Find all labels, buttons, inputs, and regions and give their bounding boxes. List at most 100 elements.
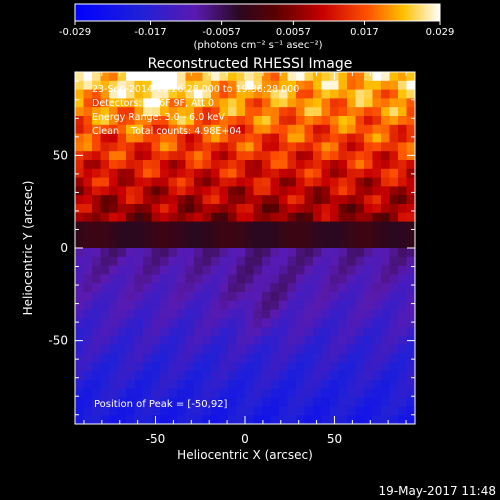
x-tick-label: 50 bbox=[327, 432, 342, 446]
heatmap-cell bbox=[83, 107, 93, 117]
heatmap-cell bbox=[364, 380, 374, 390]
heatmap-cell bbox=[279, 256, 289, 267]
heatmap-cell bbox=[398, 116, 408, 126]
heatmap-cell bbox=[202, 353, 212, 363]
heatmap-cell bbox=[109, 142, 119, 152]
heatmap-cell bbox=[168, 177, 178, 187]
heatmap-cell bbox=[143, 186, 153, 196]
heatmap-cell bbox=[253, 353, 263, 363]
heatmap-cell bbox=[270, 344, 280, 355]
heatmap-cell bbox=[100, 212, 110, 223]
heatmap-cell bbox=[109, 344, 119, 355]
heatmap-cell bbox=[321, 230, 331, 240]
heatmap-cell bbox=[372, 89, 382, 99]
heatmap-cell bbox=[321, 397, 331, 407]
heatmap-cell bbox=[279, 221, 289, 231]
heatmap-cell bbox=[185, 72, 195, 82]
heatmap-cell bbox=[347, 151, 357, 161]
heatmap-cell bbox=[347, 230, 357, 240]
heatmap-cell bbox=[279, 300, 289, 311]
heatmap-cell bbox=[117, 265, 127, 275]
heatmap-cell bbox=[398, 204, 408, 214]
heatmap-cell bbox=[381, 107, 391, 117]
heatmap-cell bbox=[262, 274, 272, 284]
heatmap-cell bbox=[211, 195, 221, 205]
heatmap-cell bbox=[160, 195, 170, 205]
heatmap-cell bbox=[134, 142, 144, 152]
heatmap-cell bbox=[364, 98, 374, 108]
heatmap-cell bbox=[355, 89, 365, 99]
heatmap-cell bbox=[168, 186, 178, 196]
heatmap-cell bbox=[262, 353, 272, 363]
heatmap-cell bbox=[236, 274, 246, 284]
heatmap-cell bbox=[313, 142, 323, 152]
heatmap-cell bbox=[321, 371, 331, 381]
heatmap-cell bbox=[296, 107, 306, 117]
heatmap-cell bbox=[287, 80, 297, 91]
heatmap-cell bbox=[304, 72, 314, 82]
heatmap-cell bbox=[296, 212, 306, 223]
heatmap-cell bbox=[143, 309, 153, 319]
heatmap-cell bbox=[194, 388, 204, 399]
heatmap-cell bbox=[287, 204, 297, 214]
heatmap-cell bbox=[287, 353, 297, 363]
heatmap-cell bbox=[211, 116, 221, 126]
heatmap-cell bbox=[270, 116, 280, 126]
heatmap-cell bbox=[126, 256, 136, 267]
heatmap-cell bbox=[228, 380, 238, 390]
heatmap-cell bbox=[406, 177, 415, 187]
heatmap-cell bbox=[304, 318, 314, 328]
heatmap-cell bbox=[219, 336, 229, 346]
heatmap-cell bbox=[160, 142, 170, 152]
heatmap-cell bbox=[100, 274, 110, 284]
heatmap-cell bbox=[364, 353, 374, 363]
heatmap-cell bbox=[347, 177, 357, 187]
heatmap-cell bbox=[211, 283, 221, 293]
heatmap-cell bbox=[364, 160, 374, 170]
heatmap-cell bbox=[262, 107, 272, 117]
heatmap-cell bbox=[287, 239, 297, 249]
heatmap-cell bbox=[406, 353, 415, 363]
heatmap-cell bbox=[245, 344, 255, 355]
heatmap-cell bbox=[287, 283, 297, 293]
heatmap-cell bbox=[406, 142, 415, 152]
heatmap-cell bbox=[143, 406, 153, 416]
heatmap-cell bbox=[253, 133, 263, 143]
heatmap-cell bbox=[168, 362, 178, 372]
heatmap-cell bbox=[185, 98, 195, 108]
heatmap-cell bbox=[304, 362, 314, 372]
heatmap-cell bbox=[177, 274, 187, 284]
heatmap-cell bbox=[143, 318, 153, 328]
heatmap-cell bbox=[372, 116, 382, 126]
heatmap-cell bbox=[253, 239, 263, 249]
heatmap-cell bbox=[202, 177, 212, 187]
heatmap-cell bbox=[253, 212, 263, 223]
heatmap-cell bbox=[168, 116, 178, 126]
heatmap-cell bbox=[338, 195, 348, 205]
heatmap-cell bbox=[262, 318, 272, 328]
heatmap-cell bbox=[211, 371, 221, 381]
heatmap-cell bbox=[296, 388, 306, 399]
heatmap-cell bbox=[245, 221, 255, 231]
heatmap-cell bbox=[347, 300, 357, 311]
heatmap-cell bbox=[194, 248, 204, 258]
heatmap-cell bbox=[177, 212, 187, 223]
heatmap-cell bbox=[245, 415, 255, 424]
heatmap-cell bbox=[228, 388, 238, 399]
heatmap-cell bbox=[389, 292, 399, 302]
heatmap-cell bbox=[304, 107, 314, 117]
heatmap-cell bbox=[381, 177, 391, 187]
heatmap-cell bbox=[143, 89, 153, 99]
heatmap-cell bbox=[270, 300, 280, 311]
heatmap-cell bbox=[117, 362, 127, 372]
heatmap-cell bbox=[406, 318, 415, 328]
heatmap-cell bbox=[279, 80, 289, 91]
heatmap-cell bbox=[100, 336, 110, 346]
heatmap-cell bbox=[304, 116, 314, 126]
heatmap-cell bbox=[134, 230, 144, 240]
heatmap-cell bbox=[406, 133, 415, 143]
heatmap-cell bbox=[151, 265, 161, 275]
heatmap-cell bbox=[177, 380, 187, 390]
heatmap-cell bbox=[202, 89, 212, 99]
